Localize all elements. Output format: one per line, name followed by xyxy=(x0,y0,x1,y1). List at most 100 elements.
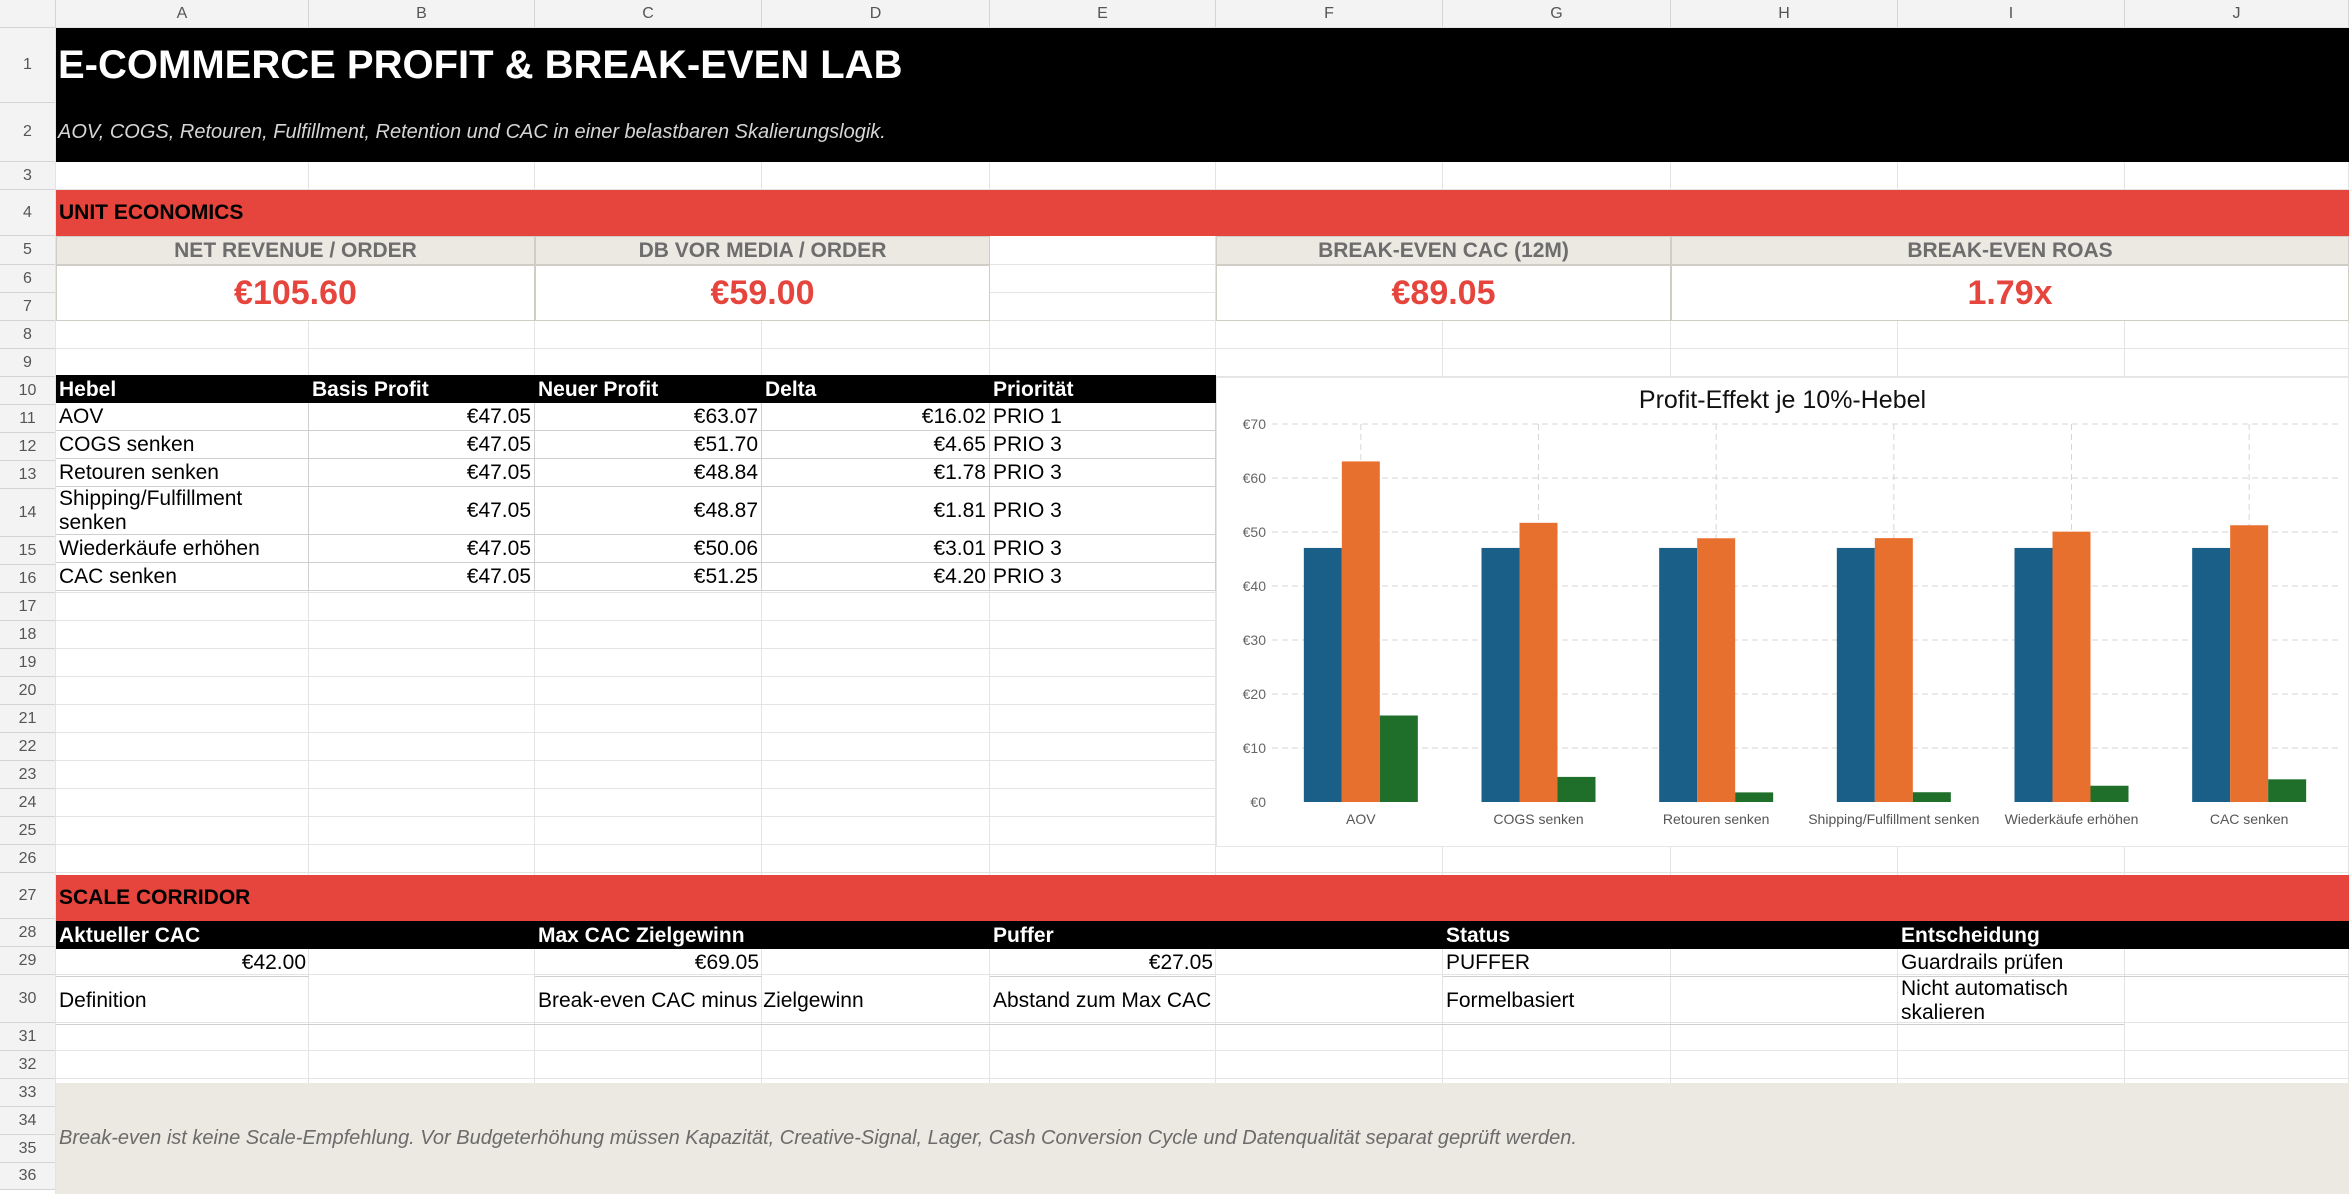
kpi-break-even-roas-label[interactable]: BREAK-EVEN ROAS xyxy=(1671,236,2349,265)
levers-cell-hebel[interactable]: CAC senken xyxy=(56,563,309,591)
levers-cell-delta[interactable]: €1.81 xyxy=(762,487,990,535)
levers-cell-prioritaet[interactable]: PRIO 3 xyxy=(990,487,1216,535)
levers-cell-neuer-profit[interactable]: €48.84 xyxy=(535,459,762,487)
chart-container[interactable]: Profit-Effekt je 10%-Hebel €0 €10 €20 €30 €40… xyxy=(1216,377,2349,847)
levers-cell-neuer-profit[interactable]: €50.06 xyxy=(535,535,762,563)
levers-header-prioritaet[interactable]: Priorität xyxy=(990,375,1216,403)
column-header-j[interactable]: J xyxy=(2125,0,2349,28)
row-header-27[interactable]: 27 xyxy=(0,873,56,919)
corridor-value-max-cac-zielgewinn[interactable]: €69.05 xyxy=(535,949,762,977)
row-header-7[interactable]: 7 xyxy=(0,293,56,321)
column-header-a[interactable]: A xyxy=(56,0,309,28)
disclaimer-note[interactable]: Break-even ist keine Scale-Empfehlung. V… xyxy=(56,1083,2349,1194)
sheet-title[interactable]: E-COMMERCE PROFIT & BREAK-EVEN LAB xyxy=(58,43,903,87)
row-header-30[interactable]: 30 xyxy=(0,975,56,1023)
row-header-25[interactable]: 25 xyxy=(0,817,56,845)
column-header-b[interactable]: B xyxy=(309,0,535,28)
row-header-10[interactable]: 10 xyxy=(0,377,56,405)
row-header-19[interactable]: 19 xyxy=(0,649,56,677)
levers-cell-hebel[interactable]: COGS senken xyxy=(56,431,309,459)
corridor-value-status[interactable]: PUFFER xyxy=(1443,949,1898,977)
column-header-c[interactable]: C xyxy=(535,0,762,28)
levers-header-hebel[interactable]: Hebel xyxy=(56,375,309,403)
row-header-21[interactable]: 21 xyxy=(0,705,56,733)
levers-header-neuer-profit[interactable]: Neuer Profit xyxy=(535,375,762,403)
levers-cell-delta[interactable]: €4.20 xyxy=(762,563,990,591)
row-header-9[interactable]: 9 xyxy=(0,349,56,377)
kpi-db-vor-media-label[interactable]: DB VOR MEDIA / ORDER xyxy=(535,236,990,265)
corridor-header-aktueller-cac[interactable]: Aktueller CAC xyxy=(56,921,535,949)
row-header-3[interactable]: 3 xyxy=(0,162,56,190)
corridor-header-entscheidung[interactable]: Entscheidung xyxy=(1898,921,2349,949)
column-header-g[interactable]: G xyxy=(1443,0,1671,28)
row-header-5[interactable]: 5 xyxy=(0,236,56,265)
levers-cell-basis-profit[interactable]: €47.05 xyxy=(309,403,535,431)
row-header-12[interactable]: 12 xyxy=(0,433,56,461)
levers-cell-basis-profit[interactable]: €47.05 xyxy=(309,563,535,591)
row-header-31[interactable]: 31 xyxy=(0,1023,56,1051)
row-header-17[interactable]: 17 xyxy=(0,593,56,621)
select-all-corner[interactable] xyxy=(0,0,56,28)
kpi-net-revenue-value[interactable]: €105.60 xyxy=(56,265,535,321)
corridor-definition-status[interactable]: Formelbasiert xyxy=(1443,977,1898,1025)
levers-cell-prioritaet[interactable]: PRIO 3 xyxy=(990,535,1216,563)
row-header-14[interactable]: 14 xyxy=(0,489,56,537)
kpi-break-even-roas-value[interactable]: 1.79x xyxy=(1671,265,2349,321)
levers-cell-delta[interactable]: €1.78 xyxy=(762,459,990,487)
levers-cell-prioritaet[interactable]: PRIO 3 xyxy=(990,431,1216,459)
row-header-36[interactable]: 36 xyxy=(0,1163,56,1190)
corridor-header-puffer[interactable]: Puffer xyxy=(990,921,1443,949)
row-header-32[interactable]: 32 xyxy=(0,1051,56,1079)
section-unit-economics[interactable]: UNIT ECONOMICS xyxy=(56,190,2349,236)
column-header-e[interactable]: E xyxy=(990,0,1216,28)
levers-cell-prioritaet[interactable]: PRIO 3 xyxy=(990,563,1216,591)
corridor-header-max-cac-zielgewinn[interactable]: Max CAC Zielgewinn xyxy=(535,921,990,949)
levers-cell-hebel[interactable]: AOV xyxy=(56,403,309,431)
row-header-28[interactable]: 28 xyxy=(0,919,56,947)
row-header-6[interactable]: 6 xyxy=(0,265,56,293)
kpi-net-revenue-label[interactable]: NET REVENUE / ORDER xyxy=(56,236,535,265)
corridor-definition-max-cac-zielgewinn[interactable]: Break-even CAC minus Zielgewinn xyxy=(535,977,990,1025)
row-header-20[interactable]: 20 xyxy=(0,677,56,705)
row-header-2[interactable]: 2 xyxy=(0,103,56,162)
levers-cell-delta[interactable]: €4.65 xyxy=(762,431,990,459)
kpi-break-even-cac-label[interactable]: BREAK-EVEN CAC (12M) xyxy=(1216,236,1671,265)
levers-cell-prioritaet[interactable]: PRIO 3 xyxy=(990,459,1216,487)
row-header-24[interactable]: 24 xyxy=(0,789,56,817)
row-header-16[interactable]: 16 xyxy=(0,565,56,593)
row-header-8[interactable]: 8 xyxy=(0,321,56,349)
corridor-value-aktueller-cac[interactable]: €42.00 xyxy=(56,949,309,977)
row-header-33[interactable]: 33 xyxy=(0,1079,56,1107)
row-header-26[interactable]: 26 xyxy=(0,845,56,873)
levers-cell-neuer-profit[interactable]: €51.70 xyxy=(535,431,762,459)
levers-cell-delta[interactable]: €16.02 xyxy=(762,403,990,431)
row-header-35[interactable]: 35 xyxy=(0,1135,56,1163)
corridor-value-puffer[interactable]: €27.05 xyxy=(990,949,1216,977)
row-header-13[interactable]: 13 xyxy=(0,461,56,489)
levers-cell-basis-profit[interactable]: €47.05 xyxy=(309,459,535,487)
corridor-value-entscheidung[interactable]: Guardrails prüfen xyxy=(1898,949,2349,977)
levers-cell-neuer-profit[interactable]: €51.25 xyxy=(535,563,762,591)
levers-cell-neuer-profit[interactable]: €48.87 xyxy=(535,487,762,535)
levers-cell-basis-profit[interactable]: €47.05 xyxy=(309,431,535,459)
levers-header-basis-profit[interactable]: Basis Profit xyxy=(309,375,535,403)
row-header-15[interactable]: 15 xyxy=(0,537,56,565)
row-header-29[interactable]: 29 xyxy=(0,947,56,975)
levers-cell-neuer-profit[interactable]: €63.07 xyxy=(535,403,762,431)
corridor-definition-puffer[interactable]: Abstand zum Max CAC xyxy=(990,977,1443,1025)
sheet-subtitle[interactable]: AOV, COGS, Retouren, Fulfillment, Retent… xyxy=(58,121,886,143)
levers-header-delta[interactable]: Delta xyxy=(762,375,990,403)
row-header-23[interactable]: 23 xyxy=(0,761,56,789)
row-header-11[interactable]: 11 xyxy=(0,405,56,433)
corridor-definition-aktueller-cac[interactable]: Definition xyxy=(56,977,535,1025)
row-header-1[interactable]: 1 xyxy=(0,28,56,103)
row-header-4[interactable]: 4 xyxy=(0,190,56,236)
corridor-header-status[interactable]: Status xyxy=(1443,921,1898,949)
column-header-f[interactable]: F xyxy=(1216,0,1443,28)
corridor-definition-entscheidung[interactable]: Nicht automatisch skalieren xyxy=(1898,977,2124,1025)
levers-cell-prioritaet[interactable]: PRIO 1 xyxy=(990,403,1216,431)
levers-cell-hebel[interactable]: Retouren senken xyxy=(56,459,309,487)
levers-cell-hebel[interactable]: Shipping/Fulfillment senken xyxy=(56,487,309,535)
column-header-i[interactable]: I xyxy=(1898,0,2125,28)
row-header-34[interactable]: 34 xyxy=(0,1107,56,1135)
